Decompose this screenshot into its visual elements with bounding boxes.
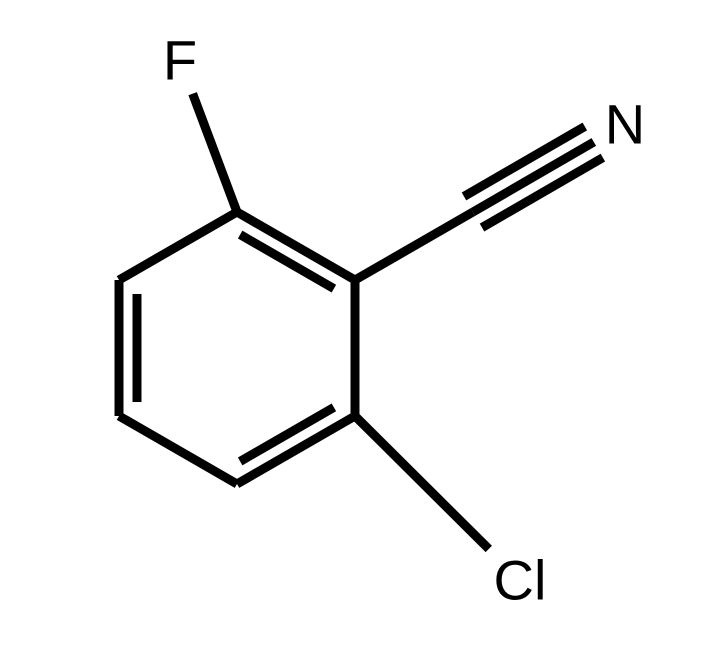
- labels-layer: N F Cl: [163, 29, 645, 612]
- bond: [193, 94, 237, 212]
- bond: [355, 416, 489, 549]
- atom-label-f: F: [163, 29, 197, 92]
- atom-label-n: N: [605, 93, 645, 156]
- atom-label-cl: Cl: [494, 549, 547, 612]
- bond: [119, 416, 237, 484]
- bond: [355, 212, 473, 280]
- molecule-structure: N F Cl: [0, 0, 709, 652]
- bond: [119, 212, 237, 280]
- bonds-layer: [119, 94, 603, 549]
